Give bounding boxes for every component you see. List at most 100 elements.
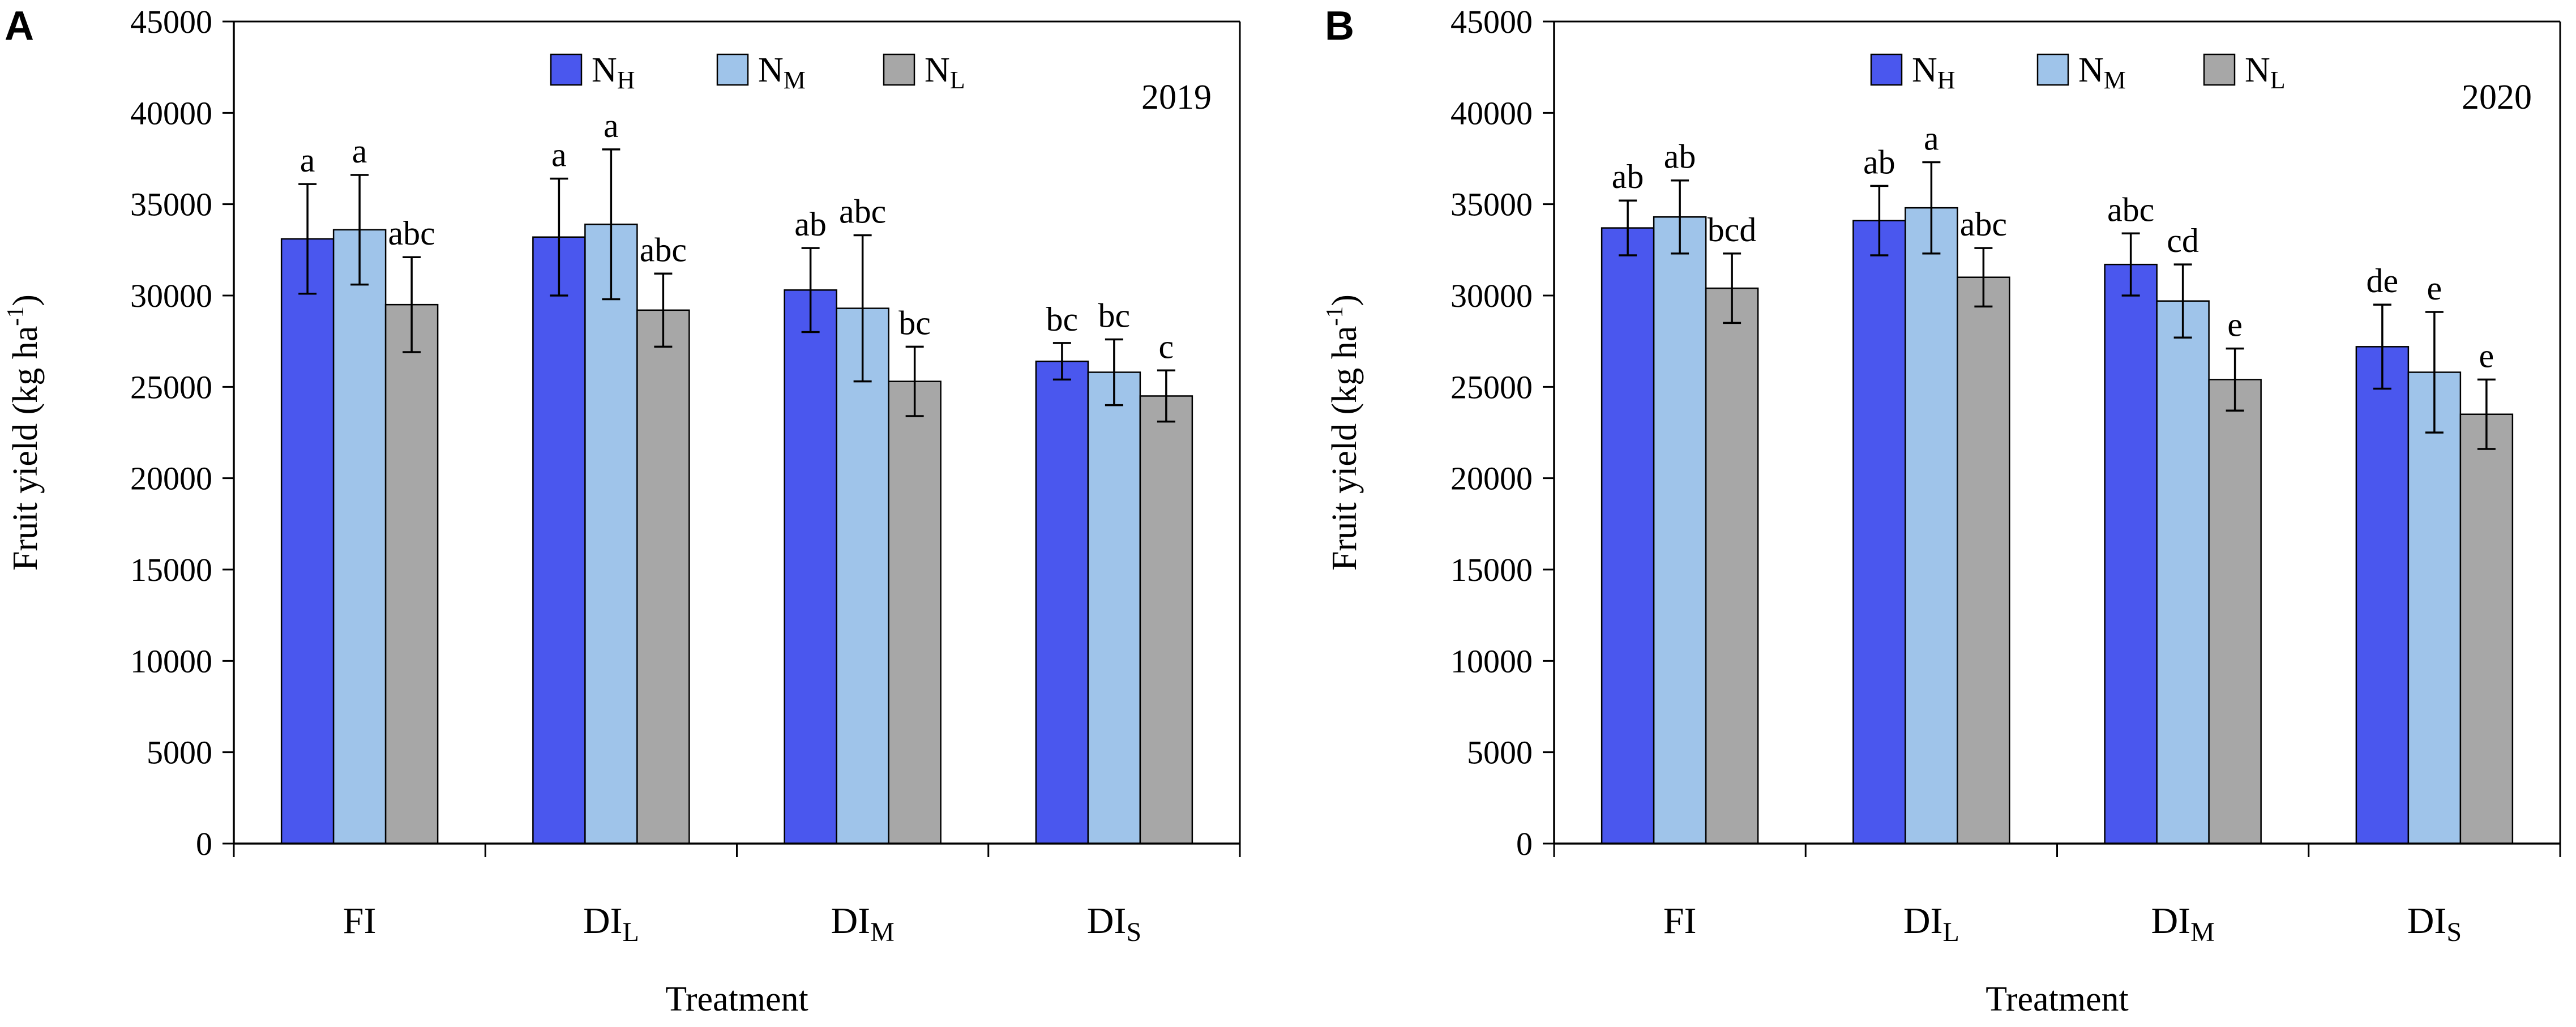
significance-letter: abc [2107,191,2154,228]
x-tick-label-base: DI [831,900,870,942]
y-tick-label-text: 15000 [1450,551,1533,588]
x-tick-label: FI [1663,900,1697,942]
bar [280,238,335,845]
x-tick-label-base: DI [1087,900,1127,942]
x-tick-label-subscript: L [623,917,639,947]
panel-label: B [1325,3,1354,49]
significance-letter-text: a [352,132,367,170]
significance-letter-text: a [551,136,567,173]
legend-label-base: N [1912,51,1937,89]
bar [1035,360,1089,845]
y-tick-label: 0 [196,825,212,862]
legend-label-subscript: M [784,66,806,94]
significance-letter-text: abc [640,231,687,268]
bar [384,303,439,845]
significance-letter: abc [839,193,886,230]
legend-swatch [550,53,583,86]
significance-letter: ab [794,206,827,243]
y-tick-label-text: 30000 [130,277,212,314]
x-tick-label-base: DI [1903,900,1943,942]
y-tick-label: 35000 [130,186,212,223]
legend-label-base: N [2078,51,2104,89]
x-tick-label-subscript: S [1126,917,1141,947]
y-tick-label-text: 0 [1516,825,1533,862]
x-tick-label: FI [343,900,376,942]
y-tick-label: 0 [1516,825,1533,862]
y-axis-title-text: Fruit yield (kg ha [6,326,45,571]
legend-label: NM [758,51,806,94]
significance-letter: abc [1960,206,2007,243]
legend-label-subscript: L [950,66,965,94]
legend-label-base: N [758,51,784,89]
x-axis-title-text: Treatment [1986,980,2129,1019]
y-tick-label: 10000 [1450,643,1533,679]
year-label-text: 2020 [2462,78,2532,117]
x-tick-label: DIL [1903,900,1959,947]
y-axis-title: Fruit yield (kg ha-1) [1322,294,1364,571]
x-tick-label-subscript: S [2446,917,2462,947]
y-tick-label: 25000 [1450,369,1533,405]
significance-letter-text: cd [2167,222,2199,259]
y-tick-label-text: 10000 [1450,643,1533,679]
bar [2355,346,2410,845]
legend-label-subscript: H [1937,66,1955,94]
significance-letter: ab [1612,158,1644,195]
y-tick-label-text: 15000 [130,551,212,588]
x-tick-label-subscript: M [870,917,895,947]
legend-label-subscript: H [617,66,635,94]
significance-letter: a [352,132,367,170]
panel-label-text: B [1325,3,1354,49]
y-axis-title-text: Fruit yield (kg ha [1325,326,1364,571]
x-tick-label: DIL [583,900,639,947]
y-tick-label-text: 10000 [130,643,212,679]
y-tick-label-text: 35000 [1450,186,1533,223]
significance-letter: ab [1863,143,1895,181]
significance-letter-text: bcd [1708,211,1757,249]
significance-letter-text: bc [1098,297,1131,334]
significance-letter: bc [898,304,931,341]
legend-label: NL [925,51,965,94]
y-tick-label: 25000 [130,369,212,405]
significance-letter: abc [640,231,687,268]
bar [1852,220,1906,845]
x-tick-label-subscript: L [1943,917,1959,947]
significance-letter-text: de [2367,262,2399,299]
y-tick-label: 45000 [130,3,212,40]
bar [2104,263,2158,845]
x-axis-title: Treatment [665,980,808,1019]
panel-label: A [5,3,34,49]
significance-letter-text: ab [794,206,827,243]
bar [2156,300,2210,845]
significance-letter: a [300,142,315,179]
bar [636,309,690,845]
y-axis-title: Fruit yield (kg ha-1) [3,294,45,571]
bar [1705,287,1759,845]
significance-letter: abc [388,215,435,252]
significance-letter-text: ab [1863,143,1895,181]
significance-letter: cd [2167,222,2199,259]
bar [1905,207,1958,845]
legend-label-base: N [592,51,617,89]
x-tick-label-base: FI [343,900,376,942]
x-tick-label-base: DI [2151,900,2190,942]
bar [1139,395,1193,845]
significance-letter: bc [1046,301,1079,338]
legend-label: NH [592,51,635,94]
y-axis-title-superscript: -1 [1322,306,1348,326]
significance-letter-text: abc [388,215,435,252]
significance-letter-text: abc [2107,191,2154,228]
legend-label-subscript: M [2104,66,2126,94]
x-tick-label: DIS [2407,900,2462,947]
legend-label-subscript: L [2270,66,2286,94]
legend-swatch [716,53,749,86]
significance-letter: c [1159,328,1174,365]
panel-label-text: A [5,3,34,49]
bar [2407,371,2462,845]
y-tick-label-text: 30000 [1450,277,1533,314]
significance-letter: e [2227,306,2243,344]
bar [836,307,889,845]
x-tick-label: DIS [1087,900,1141,947]
significance-letter-text: bc [1046,301,1079,338]
